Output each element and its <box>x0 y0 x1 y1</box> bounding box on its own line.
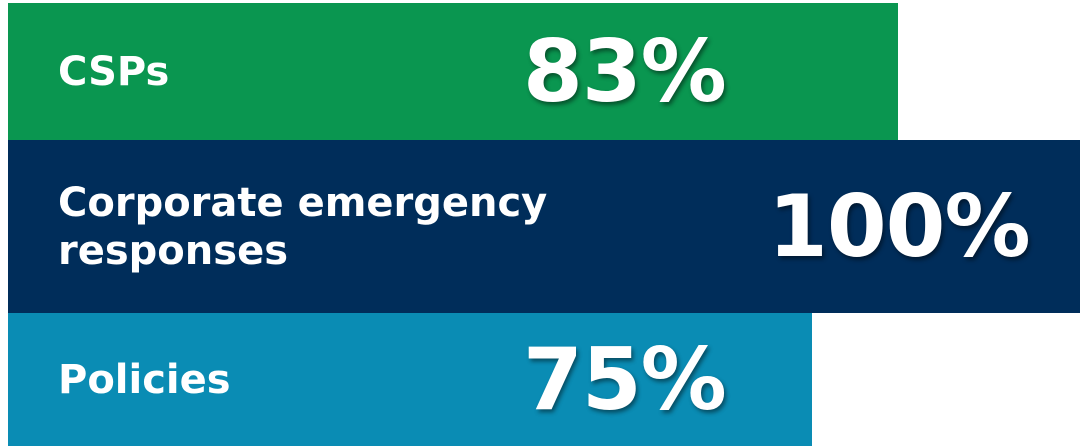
bar-category-label: Corporate emergency responses <box>58 179 548 274</box>
bar-value-label: 100% <box>768 176 1031 277</box>
bar-value-label: 75% <box>523 329 727 430</box>
bar-value-label: 83% <box>523 21 727 122</box>
bar-category-label: CSPs <box>58 48 170 95</box>
bar-3: Policies 75% <box>8 313 812 446</box>
bar-2: Corporate emergency responses 100% <box>8 140 1080 313</box>
bar-1: CSPs 83% <box>8 3 898 140</box>
bar-category-label: Policies <box>58 356 231 403</box>
